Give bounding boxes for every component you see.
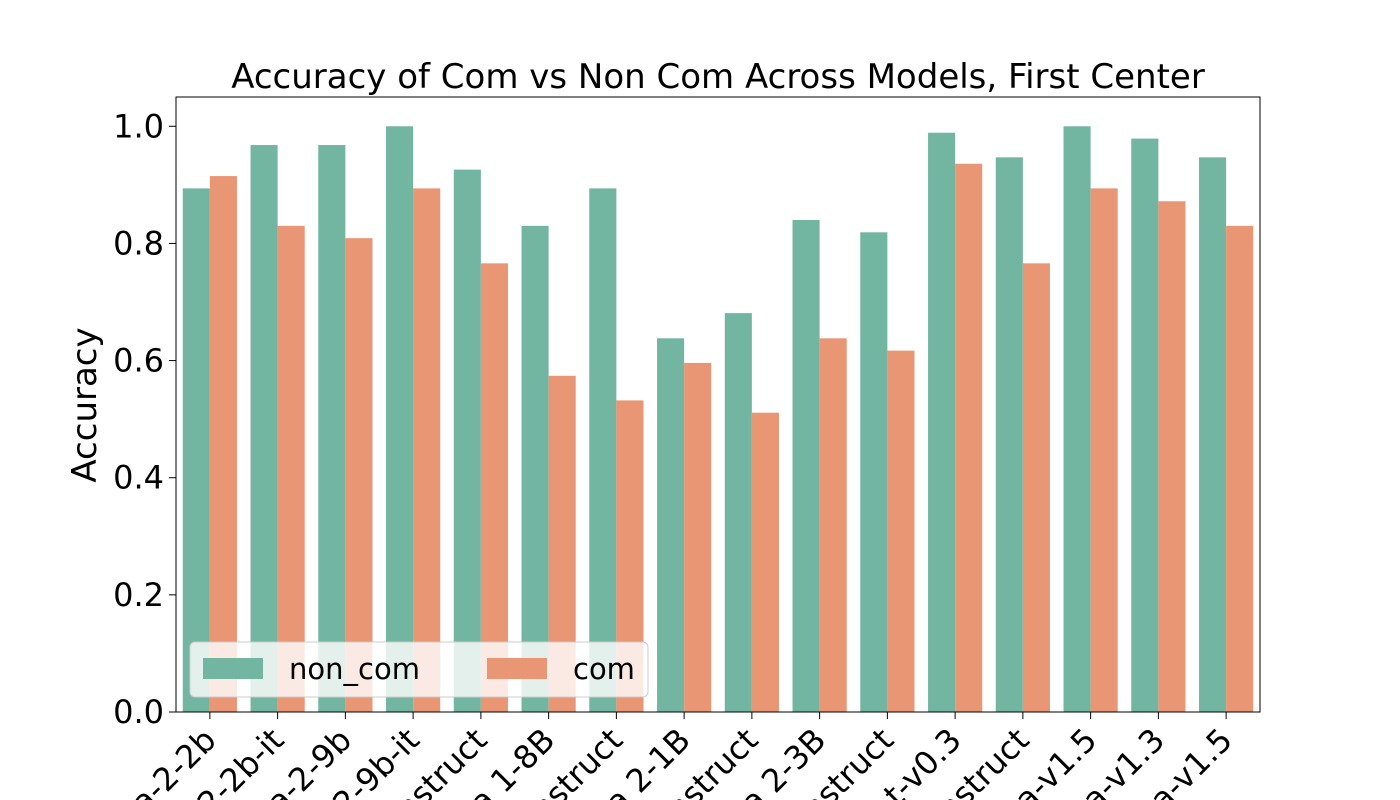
chart-title: Accuracy of Com vs Non Com Across Models… [231, 57, 1205, 97]
bar [657, 338, 685, 712]
bar [792, 220, 820, 712]
bar [1131, 138, 1159, 713]
bar [521, 225, 549, 712]
y-tick-label: 0.6 [113, 342, 164, 380]
legend-label: com [573, 652, 635, 686]
bar [724, 313, 752, 712]
bar [318, 145, 346, 712]
bar [887, 350, 915, 712]
bar [860, 232, 888, 713]
bar [345, 238, 373, 712]
y-axis-label: Accuracy [65, 327, 105, 482]
bar [1022, 263, 1050, 712]
bar [1063, 126, 1091, 713]
bar [1226, 225, 1254, 712]
bar [589, 188, 617, 712]
bar [277, 225, 305, 712]
legend: non_com com [189, 641, 649, 698]
legend-swatch [203, 658, 263, 679]
bar [250, 145, 278, 712]
y-tick-label: 1.0 [113, 107, 164, 145]
legend-label: non_com [289, 652, 420, 686]
bar [453, 169, 481, 713]
bar [1199, 157, 1227, 713]
bar [209, 176, 237, 713]
bar [684, 362, 712, 712]
bar [413, 188, 441, 712]
plot-frame [175, 96, 1261, 713]
y-tick-label: 0.0 [113, 693, 164, 731]
y-tick-label: 0.4 [113, 459, 164, 497]
bar [182, 188, 210, 712]
bar [751, 412, 779, 712]
legend-frame [189, 641, 649, 698]
bar [819, 338, 847, 712]
y-tick-label: 0.8 [113, 224, 164, 262]
bar [1090, 188, 1118, 712]
bar [995, 157, 1023, 713]
bar [480, 263, 508, 712]
bar [1158, 201, 1186, 712]
bar [386, 126, 414, 713]
y-tick-label: 0.2 [113, 576, 164, 614]
bar [928, 132, 956, 712]
bar [955, 163, 983, 712]
legend-swatch [487, 658, 547, 679]
